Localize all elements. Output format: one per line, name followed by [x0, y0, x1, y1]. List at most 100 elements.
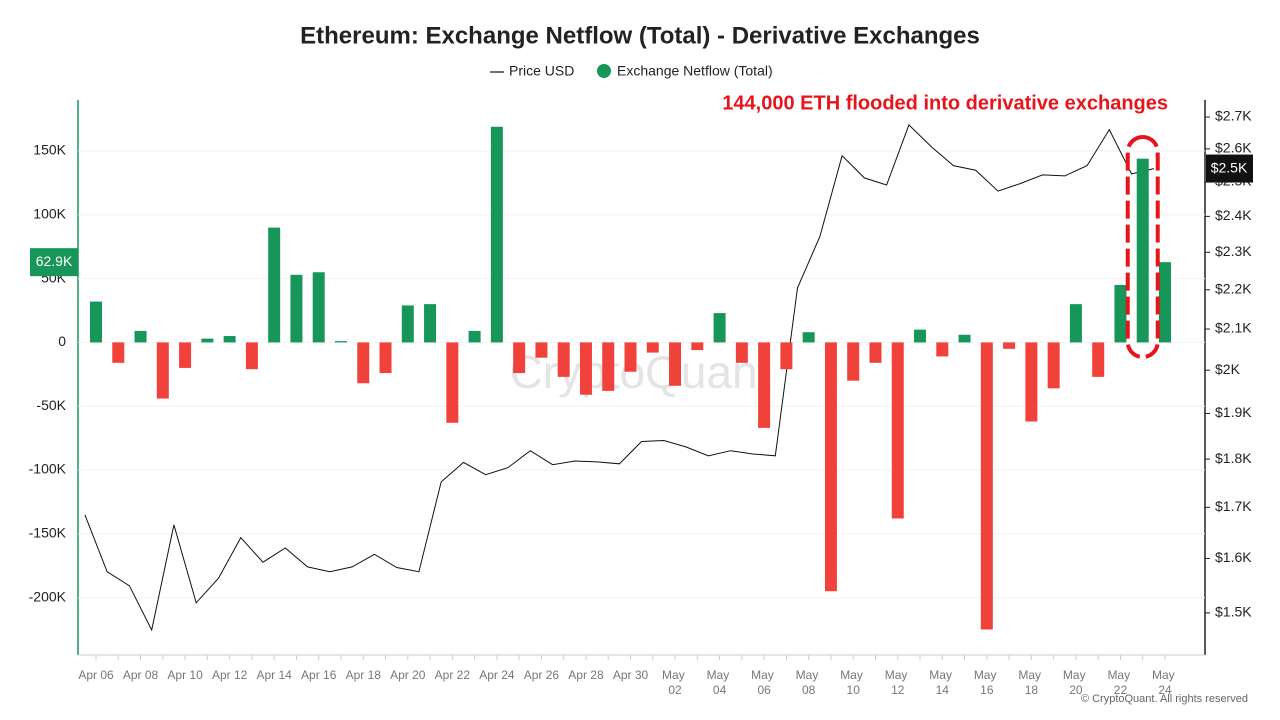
bar: [847, 342, 860, 381]
bar: [134, 330, 147, 343]
bar: [624, 342, 637, 372]
x-tick-label: Apr 22: [435, 668, 471, 682]
bar: [334, 341, 347, 343]
bar: [579, 342, 592, 395]
bar: [379, 342, 392, 374]
bar: [914, 329, 927, 343]
bar: [1025, 342, 1038, 422]
y2-tick-label: $1.6K: [1215, 549, 1252, 565]
bar: [1114, 285, 1127, 343]
x-tick-label: May 20: [1063, 668, 1089, 697]
bar: [468, 330, 481, 343]
legend-label[interactable]: Price USD: [509, 63, 574, 79]
bar: [201, 338, 214, 343]
chart-title: Ethereum: Exchange Netflow (Total) - Der…: [300, 22, 980, 49]
bar: [1069, 304, 1082, 343]
bar: [245, 342, 258, 370]
bar: [223, 336, 236, 343]
x-tick-label: Apr 10: [167, 668, 203, 682]
legend-dot-swatch: [597, 64, 611, 78]
bar: [357, 342, 370, 384]
x-tick-label: May 24: [1152, 668, 1178, 697]
bar: [401, 305, 414, 343]
y-tick-label: 0: [58, 333, 66, 349]
bar: [312, 272, 325, 343]
y-tick-label: -150K: [29, 524, 67, 540]
bar: [669, 342, 682, 386]
y-tick-label: -200K: [29, 588, 67, 604]
y-tick-label: 100K: [33, 206, 66, 222]
bar: [980, 342, 993, 630]
bar: [1047, 342, 1060, 389]
y2-tick-label: $2.3K: [1215, 243, 1252, 259]
bar: [490, 126, 503, 343]
bar: [424, 304, 437, 343]
bar: [268, 227, 281, 343]
x-tick-label: Apr 16: [301, 668, 337, 682]
bar: [713, 313, 726, 343]
bar: [179, 342, 192, 368]
bar: [446, 342, 459, 423]
y-tick-label: -100K: [29, 461, 67, 477]
x-tick-label: Apr 28: [568, 668, 604, 682]
x-tick-label: May 02: [662, 668, 688, 697]
bar: [290, 274, 303, 343]
watermark: CryptoQuant: [510, 346, 771, 398]
bar: [735, 342, 748, 363]
x-tick-label: May 06: [751, 668, 777, 697]
bar: [802, 332, 815, 343]
bar: [1159, 262, 1171, 343]
bar: [112, 342, 125, 363]
footer: © CryptoQuant. All rights reserved: [1081, 693, 1248, 705]
bar: [1136, 158, 1149, 343]
price-line: [84, 124, 1155, 632]
x-tick-label: May 04: [707, 668, 733, 697]
annotation: 144,000 ETH flooded into derivative exch…: [722, 92, 1168, 114]
bar: [958, 334, 971, 343]
x-tick-label: Apr 26: [524, 668, 560, 682]
bar: [936, 342, 949, 357]
y2-tick-label: $2.7K: [1215, 108, 1252, 124]
bar: [758, 342, 771, 428]
bar: [535, 342, 548, 358]
bar: [156, 342, 169, 399]
x-tick-label: Apr 14: [256, 668, 292, 682]
bar: [646, 342, 659, 353]
price-badge-label: $2.5K: [1211, 159, 1248, 175]
bar: [691, 342, 704, 351]
x-tick-label: Apr 06: [78, 668, 114, 682]
x-tick-label: Apr 20: [390, 668, 426, 682]
x-tick-label: Apr 24: [479, 668, 515, 682]
highlight-box: [1125, 135, 1160, 359]
legend-label[interactable]: Exchange Netflow (Total): [617, 63, 773, 79]
y2-tick-label: $1.5K: [1215, 604, 1252, 620]
x-tick-label: May 08: [796, 668, 822, 697]
y-tick-label: 150K: [33, 142, 66, 158]
x-tick-label: Apr 30: [613, 668, 649, 682]
bar: [602, 342, 615, 391]
netflow-badge: [30, 248, 78, 277]
y-tick-label: -50K: [36, 397, 66, 413]
bar: [513, 342, 526, 374]
x-tick-label: May 14: [929, 668, 955, 697]
y2-tick-label: $1.8K: [1215, 450, 1252, 466]
bar: [557, 342, 570, 377]
y2-tick-label: $2.6K: [1215, 140, 1252, 156]
x-tick-label: Apr 12: [212, 668, 248, 682]
bar: [824, 342, 837, 592]
x-tick-label: Apr 08: [123, 668, 159, 682]
bar: [1092, 342, 1105, 377]
y2-tick-label: $2.2K: [1215, 280, 1252, 296]
x-tick-label: May 16: [974, 668, 1000, 697]
y2-tick-label: $2.4K: [1215, 207, 1252, 223]
price-badge: [1206, 154, 1253, 183]
bar: [90, 301, 102, 343]
x-tick-label: May 10: [840, 668, 866, 697]
bar: [1003, 342, 1016, 349]
x-tick-label: May 12: [885, 668, 911, 697]
x-tick-label: Apr 18: [346, 668, 382, 682]
y2-tick-label: $2.1K: [1215, 320, 1252, 336]
y2-tick-label: $2K: [1215, 361, 1241, 377]
x-tick-label: May 22: [1107, 668, 1133, 697]
